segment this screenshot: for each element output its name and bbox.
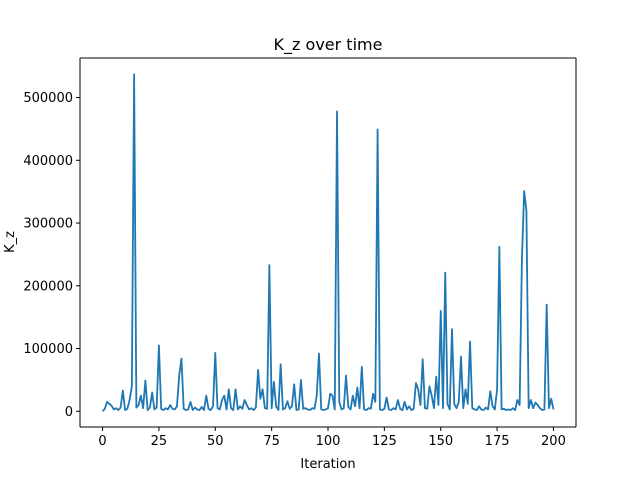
- series-line-0: [101, 73, 555, 412]
- y-tick-label: 400000: [23, 154, 73, 169]
- y-tick-label: 100000: [23, 342, 73, 357]
- y-tick-label: 200000: [23, 279, 73, 294]
- x-tick-label: 150: [428, 434, 453, 449]
- y-tick-label: 0: [65, 405, 73, 420]
- y-axis-label: K_z: [3, 231, 18, 253]
- x-axis-ticks: 0 25 50 75 100 125 150 175 200: [98, 427, 566, 449]
- x-tick-label: 125: [372, 434, 397, 449]
- x-axis-label: Iteration: [300, 457, 355, 472]
- plot-area: [80, 58, 576, 427]
- x-tick-label: 50: [207, 434, 224, 449]
- y-tick-label: 300000: [23, 217, 73, 232]
- series-layer: [101, 73, 555, 412]
- x-tick-label: 200: [541, 434, 566, 449]
- y-tick-label: 500000: [23, 91, 73, 106]
- x-tick-label: 100: [316, 434, 341, 449]
- y-axis-ticks: 0 100000 200000 300000 400000 500000: [23, 91, 80, 420]
- chart-title: K_z over time: [274, 35, 383, 55]
- x-tick-label: 0: [98, 434, 106, 449]
- x-tick-label: 75: [263, 434, 280, 449]
- x-tick-label: 25: [151, 434, 168, 449]
- x-tick-label: 175: [485, 434, 510, 449]
